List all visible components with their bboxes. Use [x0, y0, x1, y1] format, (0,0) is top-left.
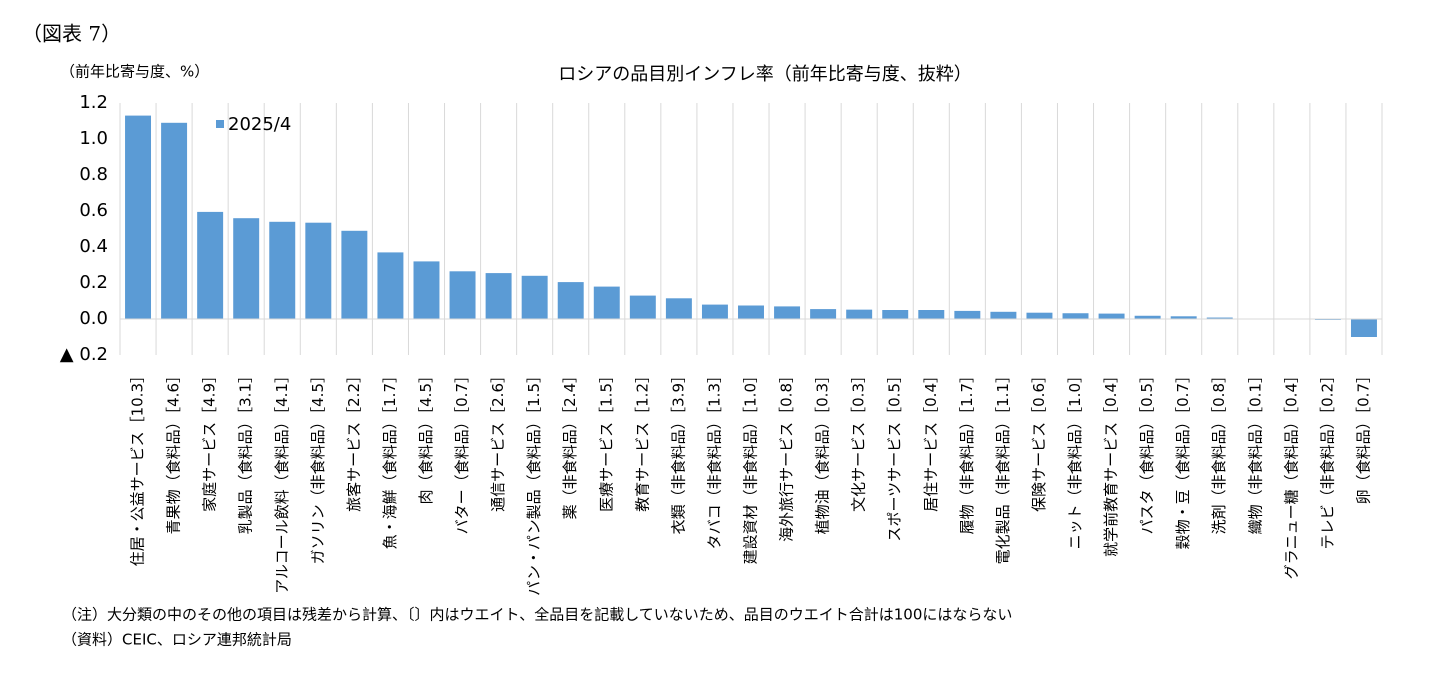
y-tick-label: 0.6	[79, 200, 108, 221]
bar	[990, 311, 1017, 319]
bar	[125, 115, 152, 319]
note: （注）大分類の中のその他の項目は残差から計算、〔〕内はウエイト、全品目を記載して…	[62, 606, 1012, 624]
x-tick-label: パスタ（食料品）［0.5］	[1138, 368, 1156, 534]
bar	[197, 211, 224, 319]
legend-swatch	[216, 120, 224, 128]
bar	[1098, 313, 1125, 319]
y-tick-label: 0.4	[79, 236, 108, 257]
note: （資料）CEIC、ロシア連邦統計局	[62, 631, 292, 649]
x-tick-label: 家庭サービス［4.9］	[201, 368, 219, 512]
y-axis-title: （前年比寄与度、%）	[60, 63, 209, 81]
x-tick-label: 織物（非食料品）［0.1］	[1246, 368, 1264, 534]
x-tick-label: 建設資材（非食料品）［1.0］	[742, 368, 760, 564]
y-tick-label: 0.2	[79, 272, 108, 293]
x-tick-label: 乳製品（食料品）［3.1］	[237, 368, 255, 534]
bar	[1026, 312, 1053, 319]
bar	[269, 221, 296, 319]
bar	[810, 309, 837, 319]
x-tick-label: タバコ（非食料品）［1.3］	[705, 368, 723, 549]
bar	[882, 310, 909, 319]
x-tick-label: 肉（食料品）［4.5］	[417, 368, 435, 504]
bar	[846, 309, 873, 319]
bar	[1206, 317, 1233, 319]
bar	[918, 310, 945, 319]
x-tick-label: 就学前教育サービス［0.4］	[1102, 368, 1120, 557]
bar	[701, 304, 728, 319]
bar	[1170, 316, 1197, 319]
figure-label: （図表 7）	[22, 22, 121, 46]
bar	[1350, 319, 1377, 337]
y-tick-label: 1.0	[79, 128, 108, 149]
bar	[954, 310, 981, 319]
bar	[377, 252, 404, 319]
bar	[1062, 313, 1089, 319]
x-tick-label: 電化製品（非食料品）［1.1］	[994, 368, 1012, 564]
x-tick-label: ガソリン（非食料品）［4.5］	[309, 368, 327, 564]
x-tick-label: 植物油（食料品）［0.3］	[814, 368, 832, 534]
x-tick-label: ニット（非食料品）［1.0］	[1066, 368, 1084, 549]
bar	[521, 275, 548, 319]
x-tick-label: スポーツサービス［0.5］	[886, 368, 904, 542]
y-tick-label: 0.0	[79, 308, 108, 329]
x-tick-label: アルコール飲料（食料品）［4.1］	[273, 368, 291, 594]
x-tick-label: 通信サービス［2.6］	[489, 368, 507, 512]
x-tick-label: 魚・海鮮（食料品）［1.7］	[381, 368, 399, 549]
bar	[449, 271, 476, 319]
bar	[557, 282, 584, 319]
x-tick-label: 旅客サービス［2.2］	[345, 368, 363, 512]
x-tick-label: 洗剤（非食料品）［0.8］	[1210, 368, 1228, 534]
bar	[305, 222, 332, 319]
legend-label: 2025/4	[228, 114, 291, 135]
x-tick-label: テレビ（非食料品）［0.2］	[1318, 368, 1336, 549]
x-tick-label: 穀物・豆（食料品）［0.7］	[1174, 368, 1192, 549]
x-tick-label: 居住サービス［0.4］	[922, 368, 940, 512]
x-tick-label: バター（食料品）［0.7］	[453, 368, 471, 534]
bar	[629, 295, 656, 319]
bar	[485, 273, 512, 319]
x-tick-label: 保険サービス［0.6］	[1030, 368, 1048, 512]
x-tick-label: 薬（非食料品）［2.4］	[561, 368, 579, 519]
y-tick-label: ▲ 0.2	[60, 344, 108, 365]
y-tick-label: 0.8	[79, 164, 108, 185]
x-tick-label: 医療サービス［1.5］	[597, 368, 615, 512]
x-tick-label: 文化サービス［0.3］	[850, 368, 868, 512]
bar	[774, 306, 801, 319]
bar	[413, 261, 440, 319]
x-tick-label: 住居・公益サービス［10.3］	[129, 368, 147, 566]
bar	[593, 286, 620, 319]
chart-title: ロシアの品目別インフレ率（前年比寄与度、抜粋）	[558, 64, 971, 85]
bar	[233, 218, 260, 319]
bar	[1134, 315, 1161, 319]
bar	[161, 122, 188, 319]
bar	[665, 298, 692, 319]
x-tick-label: 教育サービス［1.2］	[633, 368, 651, 512]
x-tick-label: 卵（食料品）［0.7］	[1354, 368, 1372, 504]
y-tick-label: 1.2	[79, 92, 108, 113]
x-tick-label: パン・パン製品（食料品）［1.5］	[525, 368, 543, 596]
bar	[738, 305, 764, 319]
x-tick-label: 衣類（非食料品）［3.9］	[669, 368, 687, 534]
x-tick-label: グラニュー糖（食料品）［0.4］	[1282, 368, 1300, 579]
x-tick-label: 青果物（食料品）［4.6］	[165, 368, 183, 534]
x-tick-label: 履物（非食料品）［1.7］	[958, 368, 976, 534]
bar	[341, 230, 368, 319]
x-tick-label: 海外旅行サービス［0.8］	[778, 368, 796, 542]
